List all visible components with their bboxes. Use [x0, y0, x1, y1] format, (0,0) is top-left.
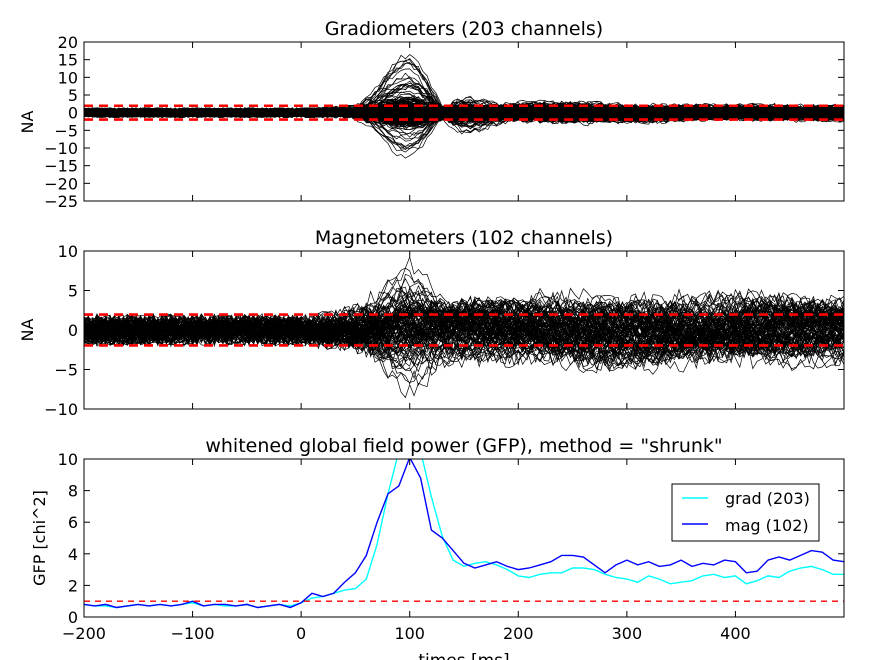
- y-tick-label: 5: [68, 282, 78, 301]
- y-tick-label: 0: [68, 608, 78, 627]
- x-tick-label: 200: [503, 624, 534, 643]
- legend-box: [671, 483, 820, 542]
- gfp-plot-area: [84, 459, 844, 609]
- gradiometers-panel: Gradiometers (203 channels) NA 20151050−…: [18, 18, 845, 211]
- magnetometers-plot-area: [84, 255, 844, 399]
- channel-trace: [84, 300, 844, 373]
- x-tick-label: 100: [394, 624, 425, 643]
- legend-label-grad: grad (203): [725, 489, 810, 508]
- y-tick-label: 6: [68, 513, 78, 532]
- magnetometers-ylabel: NA: [18, 318, 37, 341]
- channel-trace: [84, 99, 844, 150]
- magnetometers-traces: [84, 255, 844, 399]
- magnetometers-title: Magnetometers (102 channels): [315, 227, 613, 249]
- channel-trace: [84, 297, 844, 374]
- legend-label-mag: mag (102): [725, 516, 809, 535]
- channel-trace: [84, 108, 844, 122]
- y-tick-label: −5: [54, 121, 78, 140]
- y-tick-label: 0: [68, 104, 78, 123]
- x-tick-label: 300: [612, 624, 643, 643]
- y-tick-label: −10: [44, 139, 78, 158]
- y-tick-label: 10: [58, 450, 78, 469]
- gfp-legend: grad (203) mag (102): [671, 483, 820, 542]
- gfp-axes-frame: [83, 458, 845, 618]
- y-tick-label: 10: [58, 68, 78, 87]
- channel-trace: [84, 302, 844, 356]
- y-tick-label: 8: [68, 482, 78, 501]
- magnetometers-panel: Magnetometers (102 channels) NA 10 5 0 −5 −1…: [18, 227, 845, 419]
- channel-trace: [84, 302, 844, 368]
- x-tick-label: 0: [296, 624, 306, 643]
- y-tick-label: 0: [68, 321, 78, 340]
- y-tick-label: 2: [68, 576, 78, 595]
- gfp-xlabel: times [ms]: [418, 651, 509, 660]
- gradiometers-traces: [84, 54, 844, 159]
- x-tick-label: 400: [720, 624, 751, 643]
- x-tick-label: −100: [171, 624, 215, 643]
- y-tick-label: 5: [68, 86, 78, 105]
- y-tick-label: 10: [58, 242, 78, 261]
- channel-trace: [84, 102, 844, 122]
- channel-trace: [84, 286, 844, 366]
- y-tick-label: −10: [44, 400, 78, 419]
- channel-trace: [84, 291, 844, 356]
- series-line-1: [84, 459, 844, 609]
- gradiometers-plot-area: [84, 54, 844, 159]
- gradiometers-title: Gradiometers (203 channels): [325, 18, 603, 40]
- y-tick-label: −15: [44, 157, 78, 176]
- y-tick-label: 4: [68, 545, 78, 564]
- y-tick-label: −5: [54, 361, 78, 380]
- gfp-ylabel: GFP [chi^2]: [30, 490, 49, 586]
- gradiometers-axes-frame: [83, 41, 845, 202]
- gfp-panel: whitened global field power (GFP), metho…: [30, 435, 845, 660]
- gradiometers-ylabel: NA: [18, 110, 37, 133]
- y-tick-label: 15: [58, 51, 78, 70]
- y-tick-label: −25: [44, 192, 78, 211]
- channel-trace: [84, 104, 844, 118]
- y-tick-label: −20: [44, 174, 78, 193]
- gfp-title: whitened global field power (GFP), metho…: [205, 435, 722, 457]
- x-tick-label: −200: [62, 624, 106, 643]
- channel-trace: [84, 311, 844, 361]
- channel-trace: [84, 299, 844, 364]
- y-tick-label: 20: [58, 33, 78, 52]
